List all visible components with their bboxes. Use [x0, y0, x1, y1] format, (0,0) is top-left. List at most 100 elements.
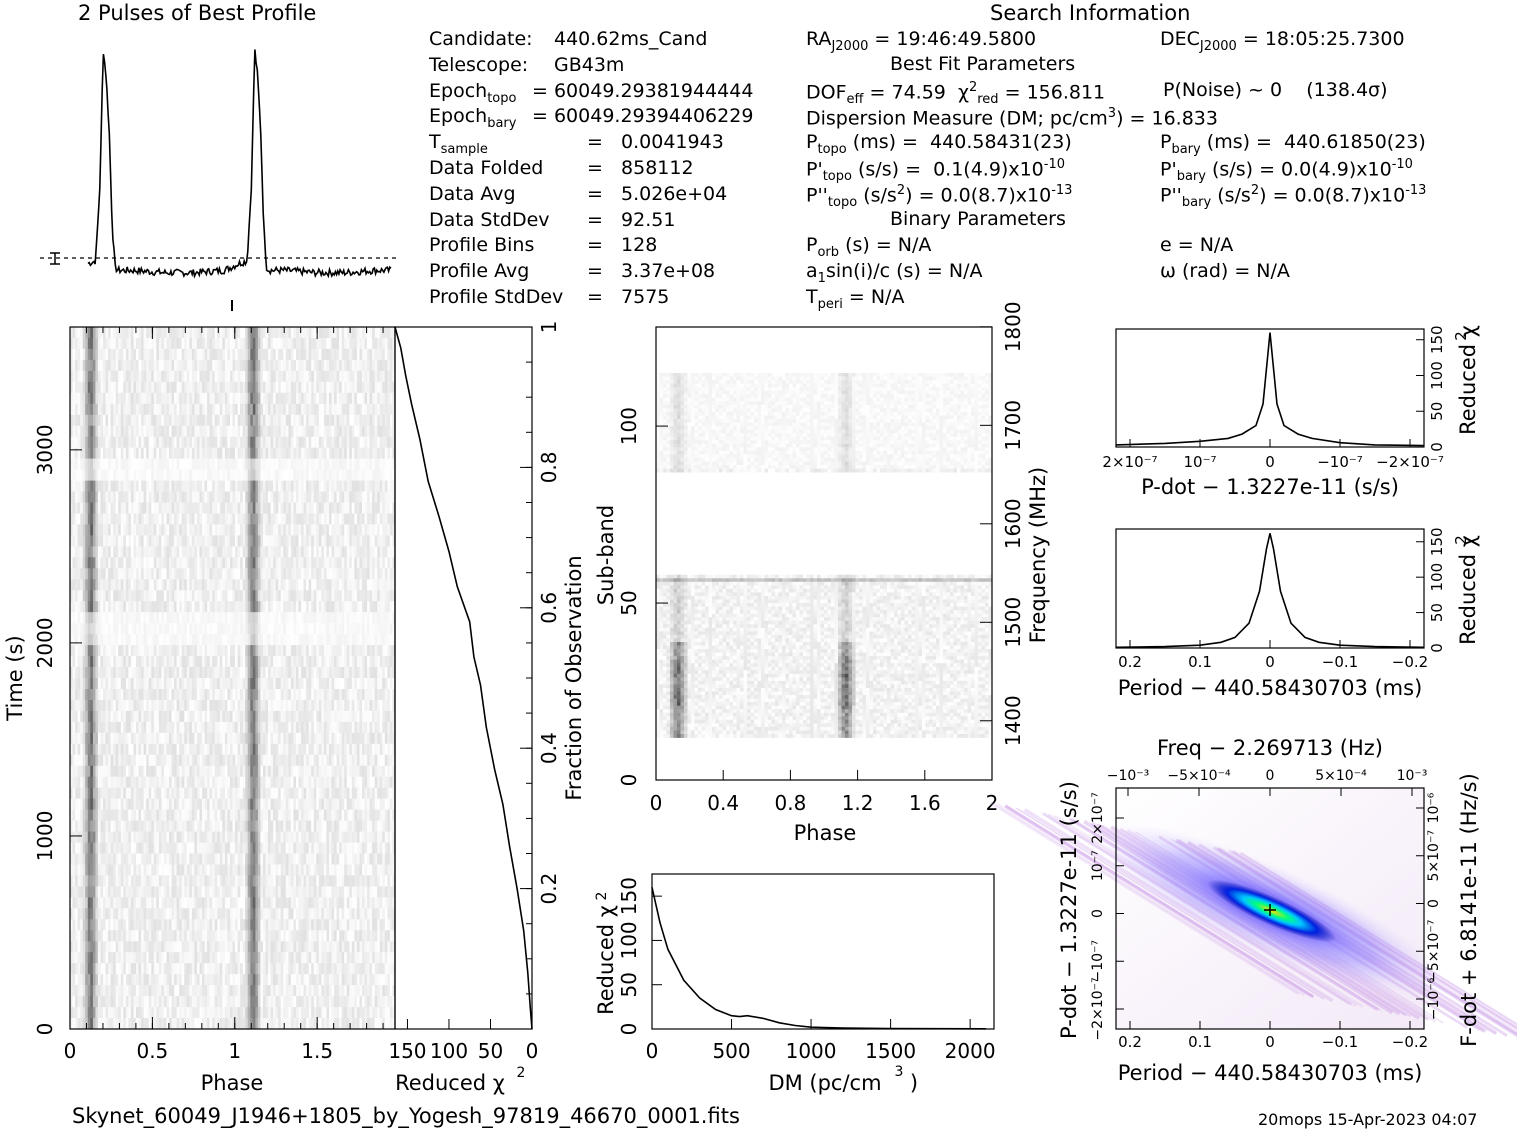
heatmap-cell [171, 480, 175, 492]
info-row-label: Data StdDev [429, 208, 550, 231]
heatmap-cell [336, 721, 340, 734]
heatmap-cell [273, 338, 276, 350]
heatmap-cell [163, 327, 167, 339]
heatmap-cell [306, 436, 309, 449]
heatmap-cell [97, 612, 101, 624]
heatmap-cell [311, 469, 315, 481]
heatmap-cell [199, 732, 203, 745]
heatmap-cell [232, 491, 236, 503]
heatmap-cell [133, 327, 137, 339]
heatmap-cell [362, 623, 365, 635]
heatmap-cell [80, 348, 84, 361]
heatmap-cell [237, 535, 241, 547]
heatmap-cell [186, 568, 190, 580]
dec-field: DECJ2000 = 18:05:25.7300 [1160, 28, 1405, 54]
heatmap-cell [87, 732, 91, 745]
heatmap-cell [219, 348, 223, 361]
heatmap-cell [194, 656, 198, 668]
heatmap-cell [356, 634, 360, 646]
heatmap-cell [128, 699, 132, 712]
heatmap-cell [379, 381, 383, 394]
heatmap-cell [384, 667, 388, 679]
heatmap-cell [118, 710, 122, 723]
heatmap-cell [161, 743, 165, 756]
heatmap-cell [110, 689, 114, 701]
heatmap-cell [389, 480, 393, 492]
heatmap-cell [311, 721, 315, 734]
heatmap-cell [359, 645, 363, 657]
heatmap-cell [247, 634, 251, 646]
heatmap-cell [331, 645, 335, 657]
heatmap-cell [224, 469, 228, 481]
heatmap-cell [85, 381, 89, 394]
info-row-value: 440.62ms_Cand [554, 28, 708, 50]
heatmap-cell [189, 359, 193, 372]
heatmap-cell [316, 710, 320, 723]
heatmap-cell [176, 689, 180, 701]
heatmap-cell [354, 546, 358, 558]
heatmap-cell [245, 732, 249, 745]
heatmap-cell [217, 359, 221, 372]
heatmap-cell [268, 425, 271, 438]
heatmap-cell [184, 359, 188, 372]
heatmap-cell [323, 447, 327, 460]
heatmap-cell [171, 623, 175, 635]
heatmap-cell [176, 327, 180, 339]
heatmap-cell [209, 513, 213, 525]
heatmap-cell [389, 327, 393, 339]
heatmap-cell [97, 579, 101, 591]
heatmap-cell [105, 447, 109, 460]
heatmap-cell [169, 414, 172, 427]
heatmap-cell [344, 381, 348, 394]
heatmap-cell [389, 612, 393, 624]
heatmap-cell [367, 590, 370, 602]
heatmap-cell [311, 359, 315, 372]
heatmap-cell [100, 381, 104, 394]
heatmap-cell [186, 414, 190, 427]
heatmap-cell [197, 645, 200, 657]
heatmap-cell [133, 414, 137, 427]
heatmap-cell [72, 721, 76, 734]
heatmap-cell [247, 469, 251, 481]
heatmap-cell [219, 480, 223, 492]
heatmap-cell [176, 458, 180, 470]
heatmap-cell [130, 557, 134, 569]
heatmap-cell [278, 623, 282, 635]
heatmap-cell [77, 634, 81, 646]
heatmap-cell [120, 546, 124, 558]
heatmap-cell [75, 359, 78, 372]
heatmap-cell [174, 568, 177, 580]
heatmap-cell [189, 392, 193, 405]
heatmap-cell [82, 381, 86, 394]
heatmap-cell [265, 381, 269, 394]
heatmap-cell [372, 546, 375, 558]
info-row-sub: bary [487, 116, 517, 132]
heatmap-cell [118, 392, 122, 405]
heatmap-cell [151, 436, 155, 449]
heatmap-cell [87, 743, 91, 756]
heatmap-cell [176, 678, 180, 690]
heatmap-cell [268, 403, 271, 416]
heatmap-cell [263, 513, 266, 525]
heatmap-cell [191, 327, 195, 339]
heatmap-cell [77, 414, 81, 427]
heatmap-cell [329, 469, 332, 481]
heatmap-cell [247, 327, 251, 339]
heatmap-cell [207, 710, 210, 723]
heatmap-cell [247, 710, 251, 723]
heatmap-cell [341, 392, 345, 405]
pddot-bary-field: P''bary (s/s2) = 0.0(8.7)x10-13 [1160, 183, 1427, 211]
heatmap-cell [158, 634, 162, 646]
heatmap-cell [156, 392, 160, 405]
heatmap-cell [369, 370, 373, 383]
heatmap-cell [288, 656, 292, 668]
heatmap-cell [194, 601, 198, 613]
heatmap-cell [288, 601, 292, 613]
heatmap-cell [308, 348, 312, 361]
heatmap-cell [301, 403, 304, 416]
heatmap-cell [341, 524, 345, 536]
heatmap-cell [280, 327, 284, 339]
heatmap-cell [341, 436, 345, 449]
heatmap-cell [156, 458, 160, 470]
heatmap-cell [130, 469, 134, 481]
